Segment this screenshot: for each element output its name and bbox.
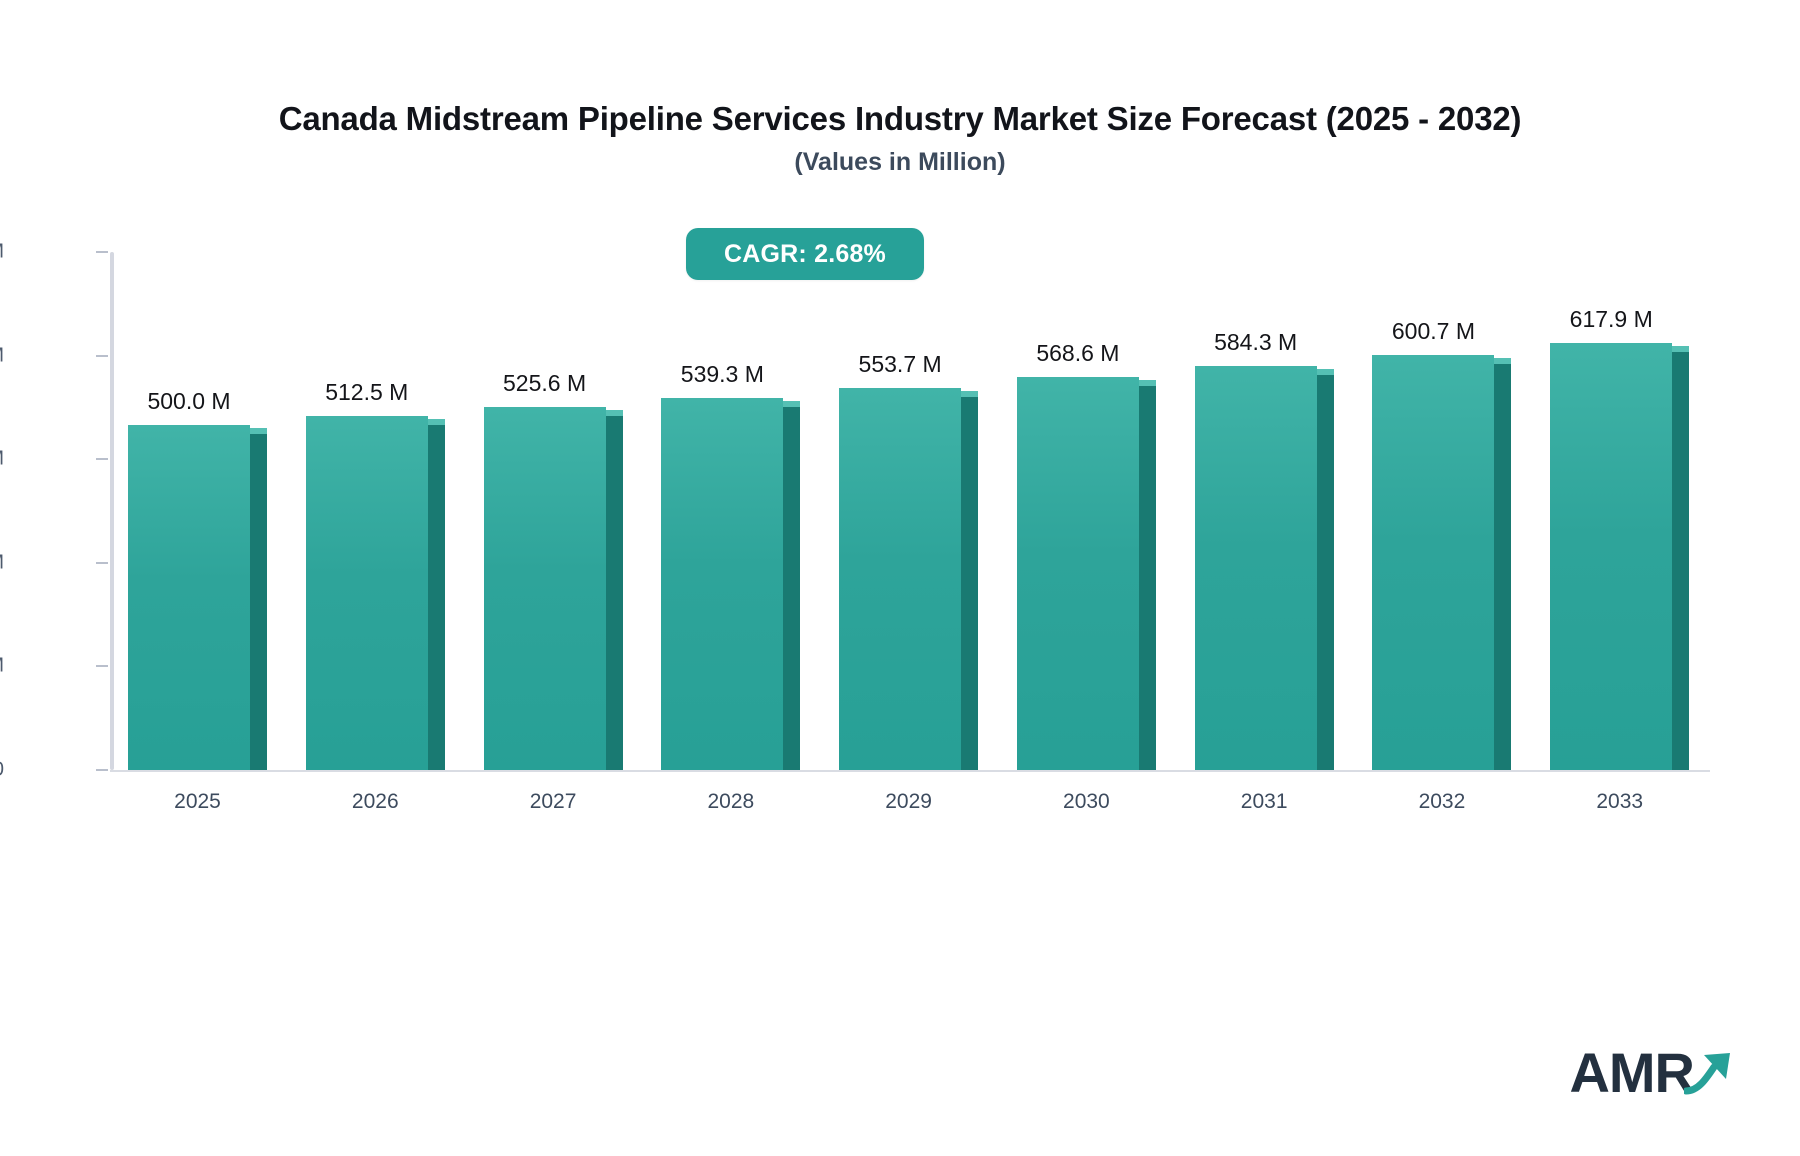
bar-face — [483, 407, 606, 770]
x-axis-tick-label: 2026 — [351, 790, 399, 813]
bar-top-edge — [427, 419, 445, 426]
y-axis-tick-label: 150.0M — [0, 655, 4, 678]
bar-side-shadow — [427, 425, 445, 770]
y-axis-tick — [96, 354, 108, 357]
bar-top-edge — [1138, 380, 1156, 387]
bar-side-shadow — [783, 406, 801, 770]
bar-value-label: 568.6 M — [1036, 340, 1120, 367]
growth-arrow-icon — [1684, 1053, 1730, 1095]
y-axis-tick — [96, 665, 108, 668]
bar: 525.6 M — [483, 370, 623, 770]
bar-side-shadow — [1672, 352, 1690, 770]
bar: 568.6 M — [1016, 340, 1156, 770]
y-axis-tick — [96, 769, 108, 771]
bar-value-label: 553.7 M — [858, 350, 942, 377]
bar: 584.3 M — [1194, 329, 1334, 770]
bar: 600.7 M — [1372, 318, 1512, 770]
bar-value-label: 584.3 M — [1214, 329, 1298, 356]
bar-face — [661, 397, 784, 770]
x-axis-tick-label: 2031 — [1240, 790, 1288, 813]
bar-value-label: 500.0 M — [147, 387, 231, 414]
bar-face — [1550, 343, 1673, 770]
bar-top-edge — [1494, 358, 1512, 365]
bar-top-edge — [250, 427, 267, 434]
x-axis-tick-label: 2027 — [529, 790, 577, 813]
bar: 539.3 M — [661, 361, 801, 770]
bar-side-shadow — [961, 396, 979, 770]
x-axis-tick-label: 2030 — [1063, 790, 1110, 813]
x-axis-tick-label: 2033 — [1596, 790, 1644, 813]
bar-face — [128, 424, 250, 770]
bar-value-label: 525.6 M — [502, 370, 587, 396]
x-axis-tick-label: 2029 — [885, 790, 932, 813]
x-axis-tick-label: 2028 — [707, 790, 755, 813]
y-axis-tick-label: 0 — [0, 759, 4, 782]
bar: 512.5 M — [305, 379, 445, 770]
bar-side-shadow — [1494, 364, 1512, 770]
amr-logo-text: AMR — [1569, 1041, 1695, 1104]
y-axis-tick — [96, 458, 108, 461]
bar-top-edge — [1316, 369, 1334, 376]
y-axis-tick-label: 750.0M — [0, 241, 4, 264]
amr-logo: AMR — [1569, 1045, 1740, 1101]
bar-value-label: 600.7 M — [1391, 318, 1475, 345]
bar-side-shadow — [1316, 375, 1334, 770]
y-axis-tick-label: 600.0M — [0, 344, 4, 367]
bar-face — [305, 416, 428, 770]
y-axis-tick-label: 300.0M — [0, 551, 4, 574]
bar-series: 500.0 M 512.5 M 525.6 M 539.3 M 553.7 M 568.6… — [110, 252, 1710, 770]
bar-top-edge — [605, 410, 623, 416]
bar-value-label: 617.9 M — [1569, 306, 1653, 333]
bar-face — [839, 387, 962, 770]
x-axis-tick-label: 2025 — [174, 790, 221, 813]
bar-face — [1194, 366, 1317, 770]
y-axis-tick — [96, 251, 108, 253]
page-title: Canada Midstream Pipeline Services Indus… — [278, 100, 1522, 137]
y-axis-line — [110, 252, 114, 770]
x-axis-line — [110, 770, 1710, 772]
y-axis-tick — [96, 561, 108, 564]
bar-side-shadow — [605, 416, 623, 770]
bar-top-edge — [783, 400, 801, 407]
bar: 553.7 M — [839, 351, 979, 770]
y-axis-tick-label: 450.0M — [0, 448, 4, 471]
bar-side-shadow — [250, 433, 267, 770]
bar: 500.0 M — [128, 388, 267, 770]
bar-face — [1016, 377, 1139, 770]
bar: 617.9 M — [1550, 306, 1690, 770]
bar-value-label: 539.3 M — [680, 360, 764, 387]
bar-face — [1372, 355, 1495, 770]
chart-subtitle: (Values in Million) — [794, 148, 1006, 176]
bar-side-shadow — [1138, 386, 1156, 770]
x-axis-tick-label: 2032 — [1418, 790, 1466, 813]
cagr-badge-label: CAGR: 2.68% — [724, 239, 886, 268]
bar-value-label: 512.5 M — [325, 379, 409, 406]
cagr-badge: CAGR: 2.68% — [686, 228, 924, 280]
plot-area: 750.0M600.0M450.0M300.0M150.0M0 500.0 M5… — [0, 241, 1710, 813]
bar-top-edge — [961, 390, 979, 397]
bar-top-edge — [1672, 346, 1690, 353]
